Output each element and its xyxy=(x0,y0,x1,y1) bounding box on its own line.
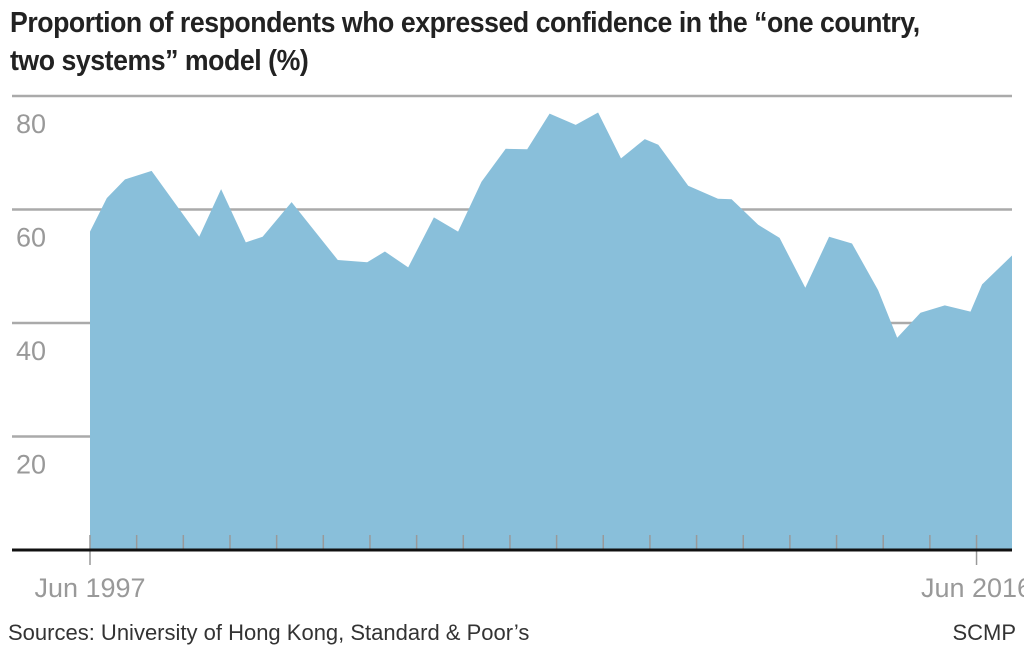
y-tick-label: 80 xyxy=(16,109,46,139)
y-tick-label: 20 xyxy=(16,450,46,480)
y-tick-label: 40 xyxy=(16,336,46,366)
x-tick-label: Jun 2016 xyxy=(921,573,1024,603)
x-tick-label: Jun 1997 xyxy=(34,573,145,603)
y-tick-label: 60 xyxy=(16,223,46,253)
credit: SCMP xyxy=(952,620,1016,645)
source-note: Sources: University of Hong Kong, Standa… xyxy=(8,620,530,645)
area-series xyxy=(90,112,1012,550)
chart-title: Proportion of respondents who expressed … xyxy=(10,7,920,77)
